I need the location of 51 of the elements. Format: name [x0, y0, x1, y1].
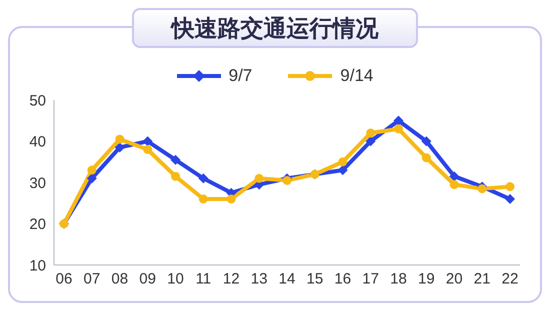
point — [114, 142, 125, 152]
x-tick-label: 06 — [56, 270, 72, 288]
x-tick-label: 13 — [250, 270, 268, 288]
chart-title: 快速路交通运行情况 — [132, 8, 418, 48]
x-tick-label: 14 — [278, 270, 296, 288]
point — [143, 145, 152, 154]
point — [366, 136, 376, 146]
y-tick-label: 30 — [29, 174, 46, 192]
point — [171, 172, 180, 181]
point — [254, 174, 264, 183]
point — [170, 154, 180, 165]
x-tick-label: 10 — [167, 270, 184, 288]
point — [506, 182, 514, 192]
x-tick-label: 21 — [474, 270, 490, 288]
y-tick-label: 20 — [29, 216, 46, 234]
point — [282, 176, 292, 185]
point — [115, 134, 124, 144]
point — [421, 136, 432, 146]
x-tick-label: 16 — [334, 270, 352, 288]
point — [198, 194, 208, 204]
x-tick-label: 19 — [418, 270, 435, 288]
point — [449, 171, 460, 182]
point — [394, 124, 403, 134]
point — [338, 165, 348, 176]
point — [226, 194, 236, 204]
x-tick-label: 12 — [222, 270, 240, 288]
x-tick-label: 18 — [390, 270, 407, 288]
x-tick-label: 22 — [502, 270, 518, 288]
point — [87, 166, 96, 175]
point — [366, 128, 376, 138]
point — [338, 157, 348, 166]
legend-label: 9/14 — [340, 66, 374, 86]
y-tick-label: 10 — [29, 257, 46, 274]
legend-label: 9/7 — [228, 66, 252, 86]
y-tick-label: 40 — [29, 134, 46, 151]
point — [86, 173, 97, 184]
x-tick-label: 08 — [111, 270, 128, 288]
point — [142, 136, 153, 146]
x-tick-label: 20 — [446, 270, 463, 288]
x-tick-label: 11 — [196, 270, 212, 288]
y-tick-label: 50 — [29, 92, 46, 110]
point — [198, 173, 208, 184]
point — [394, 116, 404, 126]
x-tick-label: 09 — [139, 270, 156, 288]
point — [478, 184, 487, 194]
x-tick-label: 07 — [84, 270, 100, 288]
point — [505, 194, 515, 204]
point — [450, 180, 459, 190]
point — [422, 153, 431, 162]
x-tick-label: 15 — [306, 270, 324, 288]
x-tick-label: 17 — [362, 270, 379, 288]
